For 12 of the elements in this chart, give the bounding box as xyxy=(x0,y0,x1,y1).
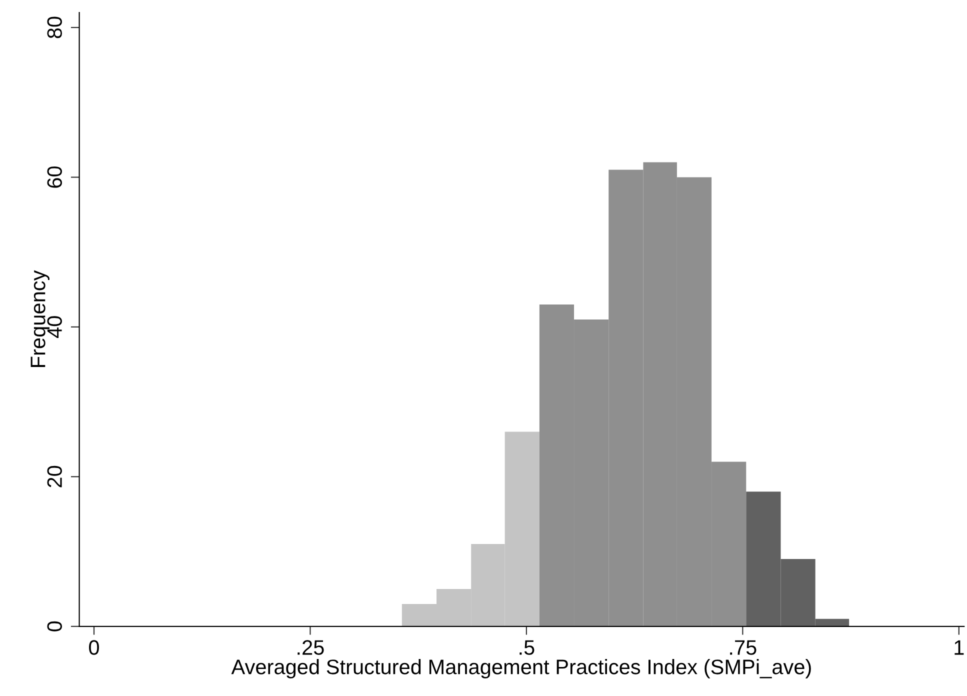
x-tick-label: .5 xyxy=(520,640,534,655)
y-tick-label: 20 xyxy=(47,466,62,488)
x-tick-label: 0 xyxy=(89,640,99,655)
x-axis-title: Averaged Structured Management Practices Index (SMPi_ave) xyxy=(231,659,811,678)
x-tick-label: .75 xyxy=(730,640,756,655)
y-tick-label: 80 xyxy=(47,16,62,38)
x-tick-label: 1 xyxy=(954,640,964,655)
y-axis-title: Frequency xyxy=(30,270,50,367)
y-tick-label: 40 xyxy=(47,316,62,338)
y-tick-label: 60 xyxy=(47,166,62,188)
y-tick-label: 0 xyxy=(47,621,62,632)
x-tick-label: .25 xyxy=(298,640,324,655)
